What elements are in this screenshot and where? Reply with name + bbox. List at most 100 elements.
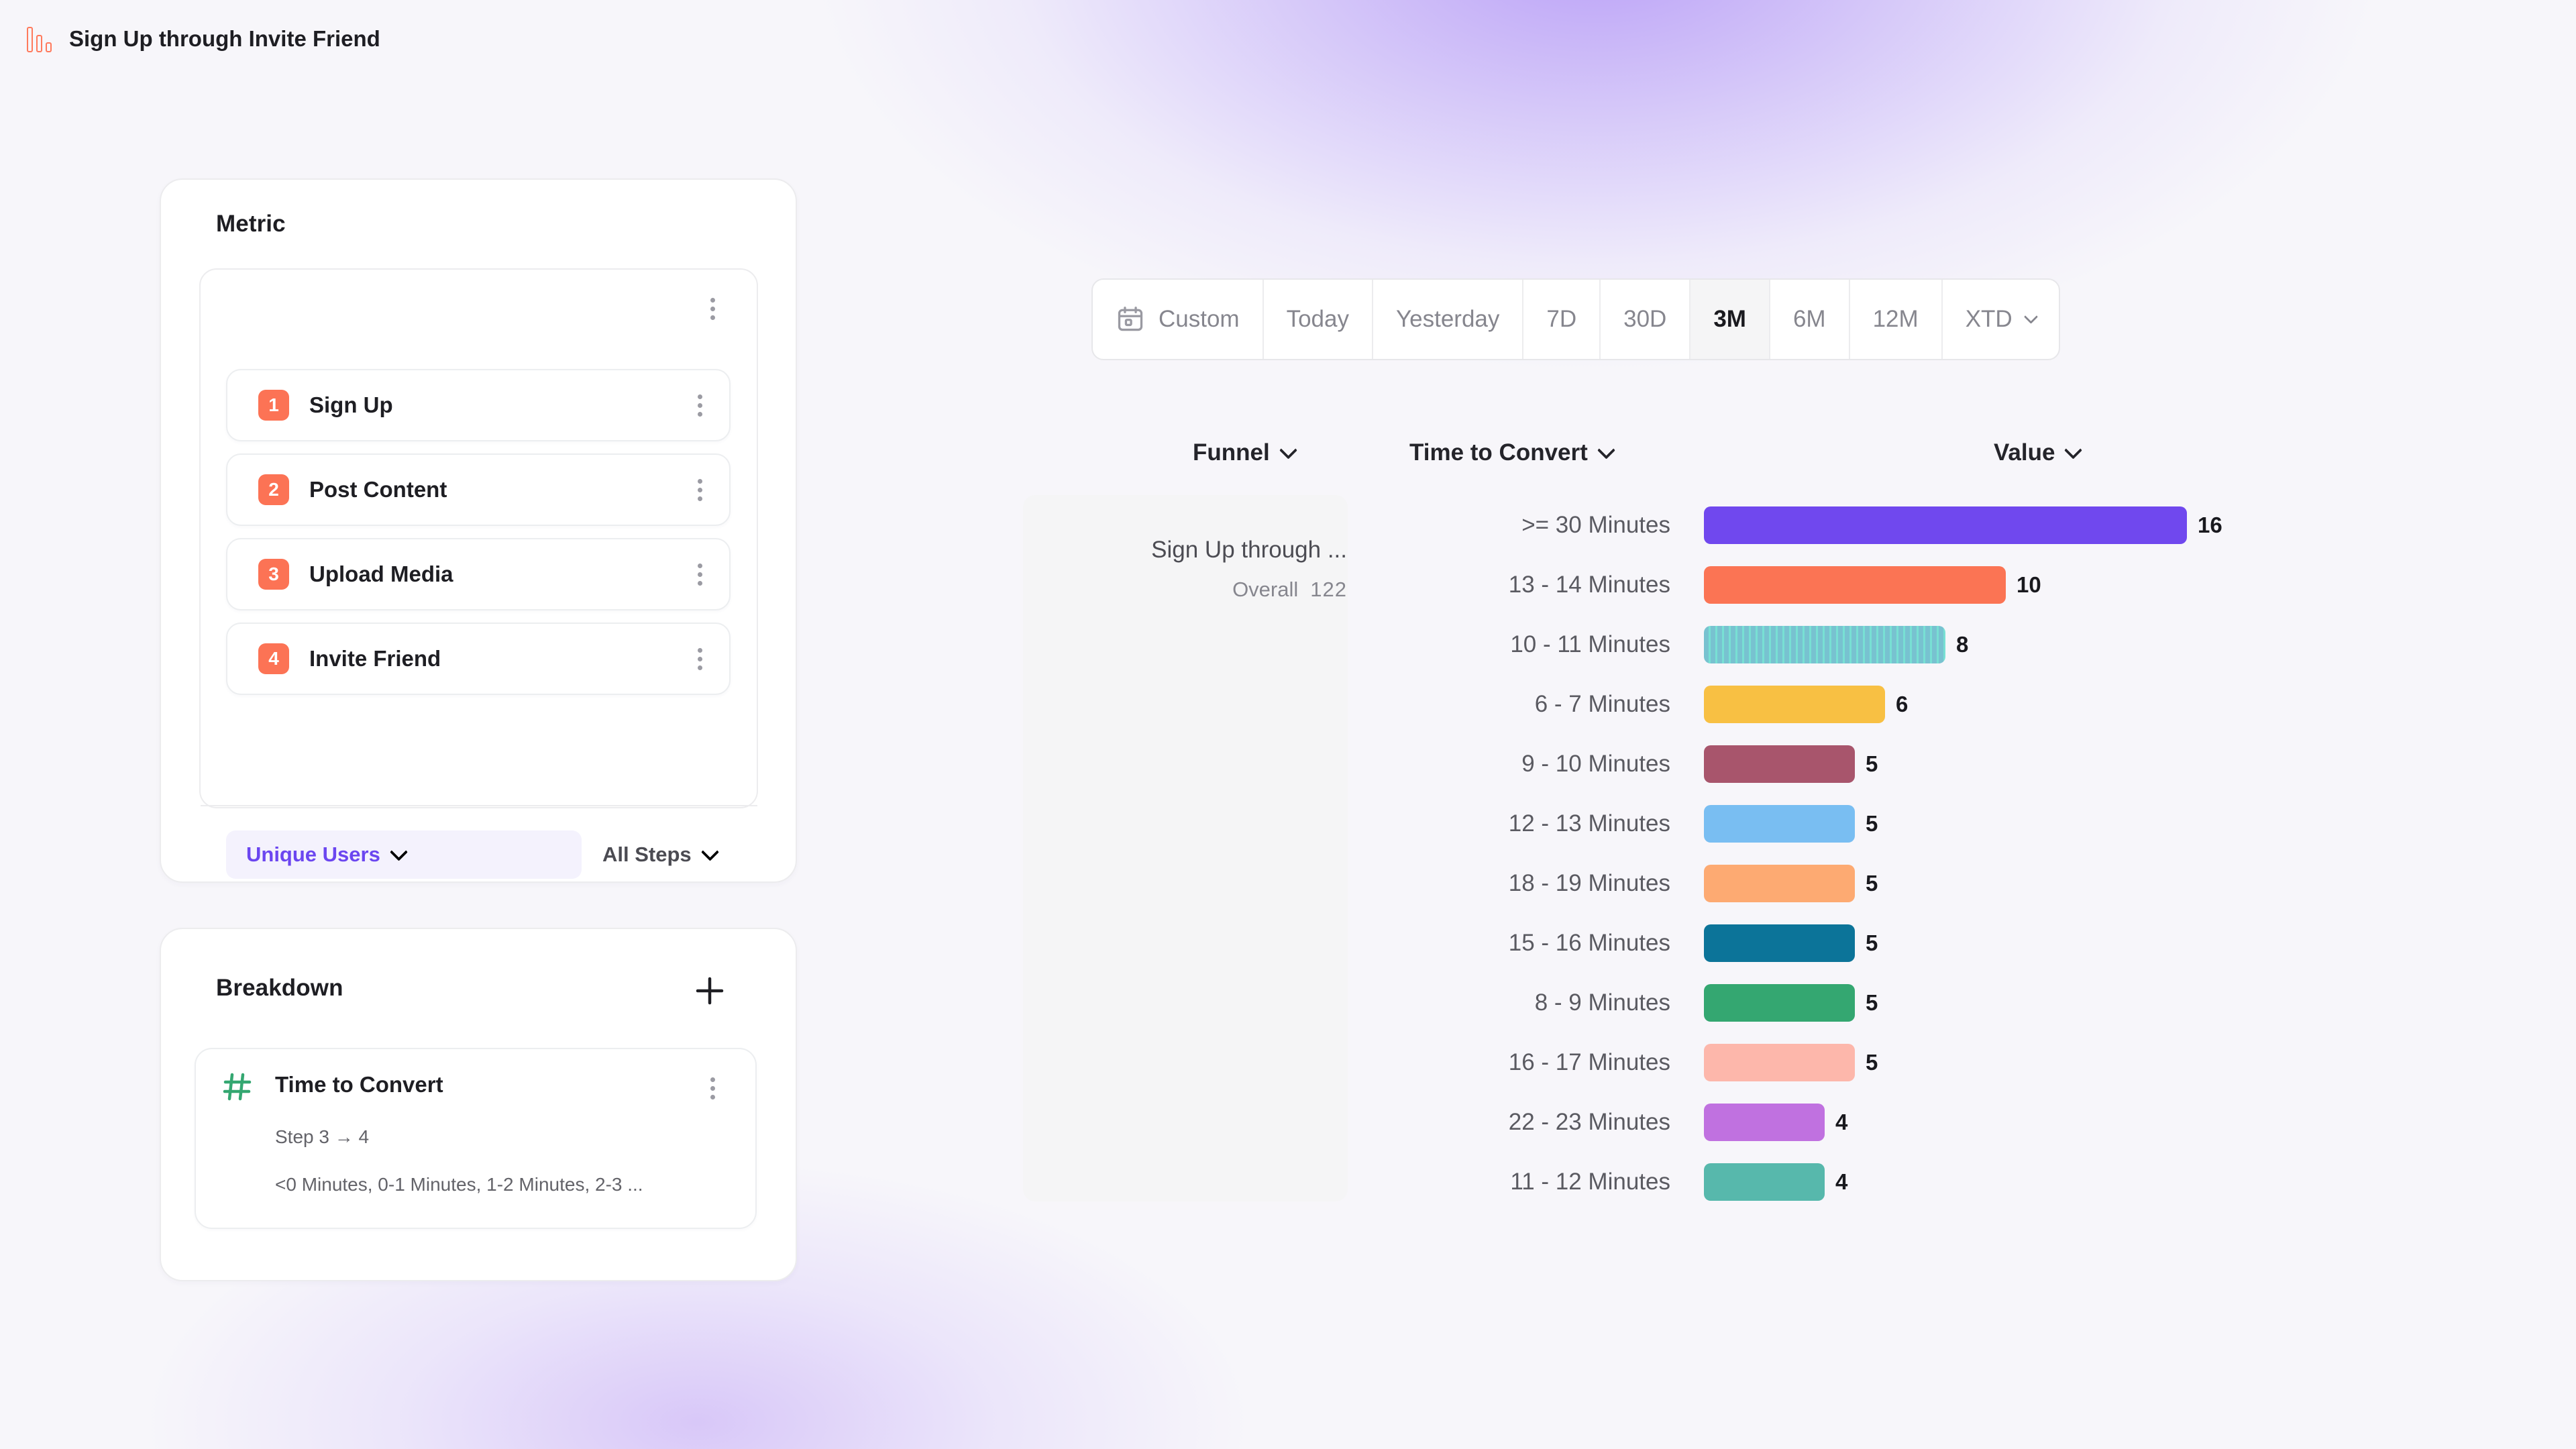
chart-row[interactable]: 12 - 13 Minutes 5 xyxy=(1382,794,2428,853)
date-range-option-label: XTD xyxy=(1965,306,2012,332)
funnel-summary-metric-label: Overall xyxy=(1232,578,1299,601)
hash-icon xyxy=(223,1073,252,1101)
chart-row-bar[interactable] xyxy=(1704,625,1945,663)
time-to-convert-bar-chart: >= 30 Minutes 16 13 - 14 Minutes 10 10 - 11 … xyxy=(1382,495,2428,1212)
breakdown-item[interactable] xyxy=(195,1048,757,1229)
chevron-down-icon xyxy=(2064,441,2083,460)
calendar-icon xyxy=(1118,307,1143,331)
chart-row-bar[interactable] xyxy=(1704,1043,1855,1081)
chart-row[interactable]: 6 - 7 Minutes 6 xyxy=(1382,674,2428,734)
chart-row-bar[interactable] xyxy=(1704,1163,1825,1201)
chart-row-value: 5 xyxy=(1866,810,1878,836)
plus-icon xyxy=(696,977,724,1005)
chevron-down-icon xyxy=(700,843,719,861)
funnel-header-row[interactable]: Sign Up through Invite Friend xyxy=(27,25,530,52)
chart-row-category: 12 - 13 Minutes xyxy=(1508,810,1670,837)
step-more-vertical-icon[interactable] xyxy=(686,558,713,590)
breakdown-values-summary: <0 Minutes, 0-1 Minutes, 1-2 Minutes, 2-… xyxy=(275,1174,643,1195)
date-range-option-30d[interactable]: 30D xyxy=(1601,280,1691,359)
date-range-option-7d[interactable]: 7D xyxy=(1523,280,1601,359)
chart-row-value: 5 xyxy=(1866,930,1878,955)
add-breakdown-button[interactable] xyxy=(691,972,729,1010)
chart-row-bar[interactable] xyxy=(1704,864,1855,902)
funnel-summary-name: Sign Up through ... xyxy=(1151,537,1347,563)
time-to-convert-column-header[interactable]: Time to Convert xyxy=(1409,439,1615,466)
funnel-column-label: Funnel xyxy=(1193,439,1270,466)
chart-row[interactable]: 8 - 9 Minutes 5 xyxy=(1382,973,2428,1032)
funnel-summary-box[interactable] xyxy=(1023,495,1348,1201)
chart-row-category: 16 - 17 Minutes xyxy=(1508,1049,1670,1075)
chart-row[interactable]: >= 30 Minutes 16 xyxy=(1382,495,2428,555)
chart-row-bar[interactable] xyxy=(1704,745,1855,783)
step-more-vertical-icon[interactable] xyxy=(686,389,713,421)
funnel-step-row[interactable]: 1 Sign Up xyxy=(226,369,731,441)
date-range-option-label: 3M xyxy=(1713,306,1746,332)
date-range-option-12m[interactable]: 12M xyxy=(1850,280,1943,359)
date-range-option-6m[interactable]: 6M xyxy=(1770,280,1850,359)
chart-row-category: 22 - 23 Minutes xyxy=(1508,1108,1670,1135)
counting-method-select[interactable]: Unique Users xyxy=(226,830,582,879)
funnel-name-label: Sign Up through Invite Friend xyxy=(69,26,380,51)
chart-row-category: 6 - 7 Minutes xyxy=(1534,690,1670,717)
step-label: Sign Up xyxy=(309,392,393,417)
chart-row-bar[interactable] xyxy=(1704,685,1885,723)
chevron-down-icon xyxy=(1279,441,1297,460)
date-range-option-xtd[interactable]: XTD xyxy=(1943,280,2059,359)
step-more-vertical-icon[interactable] xyxy=(686,474,713,506)
funnel-step-row[interactable]: 2 Post Content xyxy=(226,453,731,526)
chart-row-bar[interactable] xyxy=(1704,804,1855,843)
date-range-option-label: Today xyxy=(1286,306,1349,332)
step-more-vertical-icon[interactable] xyxy=(686,643,713,675)
chevron-down-icon xyxy=(389,843,408,861)
date-range-option-today[interactable]: Today xyxy=(1264,280,1373,359)
chart-row-bar[interactable] xyxy=(1704,1103,1825,1141)
chart-row-category: 9 - 10 Minutes xyxy=(1521,750,1670,777)
step-number-badge: 2 xyxy=(258,474,289,505)
funnel-more-vertical-icon[interactable] xyxy=(698,291,727,326)
chart-row[interactable]: 13 - 14 Minutes 10 xyxy=(1382,555,2428,614)
date-range-option-label: 7D xyxy=(1546,306,1577,332)
date-range-option-label: 6M xyxy=(1792,306,1826,332)
value-column-header[interactable]: Value xyxy=(1994,439,2083,466)
metric-card-title: Metric xyxy=(216,211,286,237)
chart-row-value: 4 xyxy=(1835,1109,1848,1134)
date-range-option-label: 30D xyxy=(1623,306,1667,332)
chart-row[interactable]: 10 - 11 Minutes 8 xyxy=(1382,614,2428,674)
counting-method-label: Unique Users xyxy=(246,843,380,866)
chart-row[interactable]: 16 - 17 Minutes 5 xyxy=(1382,1032,2428,1092)
breakdown-more-vertical-icon[interactable] xyxy=(698,1071,727,1106)
date-range-option-label: 12M xyxy=(1872,306,1919,332)
chart-row-category: >= 30 Minutes xyxy=(1521,511,1670,538)
chart-row-category: 11 - 12 Minutes xyxy=(1510,1168,1670,1195)
funnel-column-header[interactable]: Funnel xyxy=(1193,439,1297,466)
chart-row-bar[interactable] xyxy=(1704,983,1855,1022)
chart-row-bar[interactable] xyxy=(1704,924,1855,962)
chart-row-value: 5 xyxy=(1866,870,1878,896)
chart-row[interactable]: 11 - 12 Minutes 4 xyxy=(1382,1152,2428,1212)
chevron-down-icon xyxy=(1597,441,1615,460)
date-range-option-3m[interactable]: 3M xyxy=(1690,280,1770,359)
chart-row-bar[interactable] xyxy=(1704,566,2006,604)
chart-row-category: 8 - 9 Minutes xyxy=(1534,989,1670,1016)
step-label: Upload Media xyxy=(309,561,453,586)
time-to-convert-column-label: Time to Convert xyxy=(1409,439,1588,466)
breakdown-item-title: Time to Convert xyxy=(275,1072,443,1097)
chevron-down-icon xyxy=(2023,309,2038,324)
chart-row[interactable]: 18 - 19 Minutes 5 xyxy=(1382,853,2428,913)
step-scope-select[interactable]: All Steps xyxy=(602,830,719,879)
breakdown-step-range: Step 3 → 4 xyxy=(275,1126,370,1147)
date-range-selector[interactable]: Custom Today Yesterday 7D 30D 3M 6M 12M XTD xyxy=(1091,278,2060,360)
chart-row[interactable]: 15 - 16 Minutes 5 xyxy=(1382,913,2428,973)
funnel-summary-metrics: Overall 122 xyxy=(1062,578,1350,602)
chart-row-value: 8 xyxy=(1956,631,1969,657)
funnel-step-row[interactable]: 4 Invite Friend xyxy=(226,623,731,695)
step-number-badge: 4 xyxy=(258,643,289,674)
date-range-option-custom[interactable]: Custom xyxy=(1093,280,1264,359)
chart-row[interactable]: 22 - 23 Minutes 4 xyxy=(1382,1092,2428,1152)
date-range-option-yesterday[interactable]: Yesterday xyxy=(1373,280,1524,359)
value-column-label: Value xyxy=(1994,439,2055,466)
chart-row[interactable]: 9 - 10 Minutes 5 xyxy=(1382,734,2428,794)
chart-row-bar[interactable] xyxy=(1704,506,2187,544)
chart-row-value: 4 xyxy=(1835,1169,1848,1194)
funnel-step-row[interactable]: 3 Upload Media xyxy=(226,538,731,610)
